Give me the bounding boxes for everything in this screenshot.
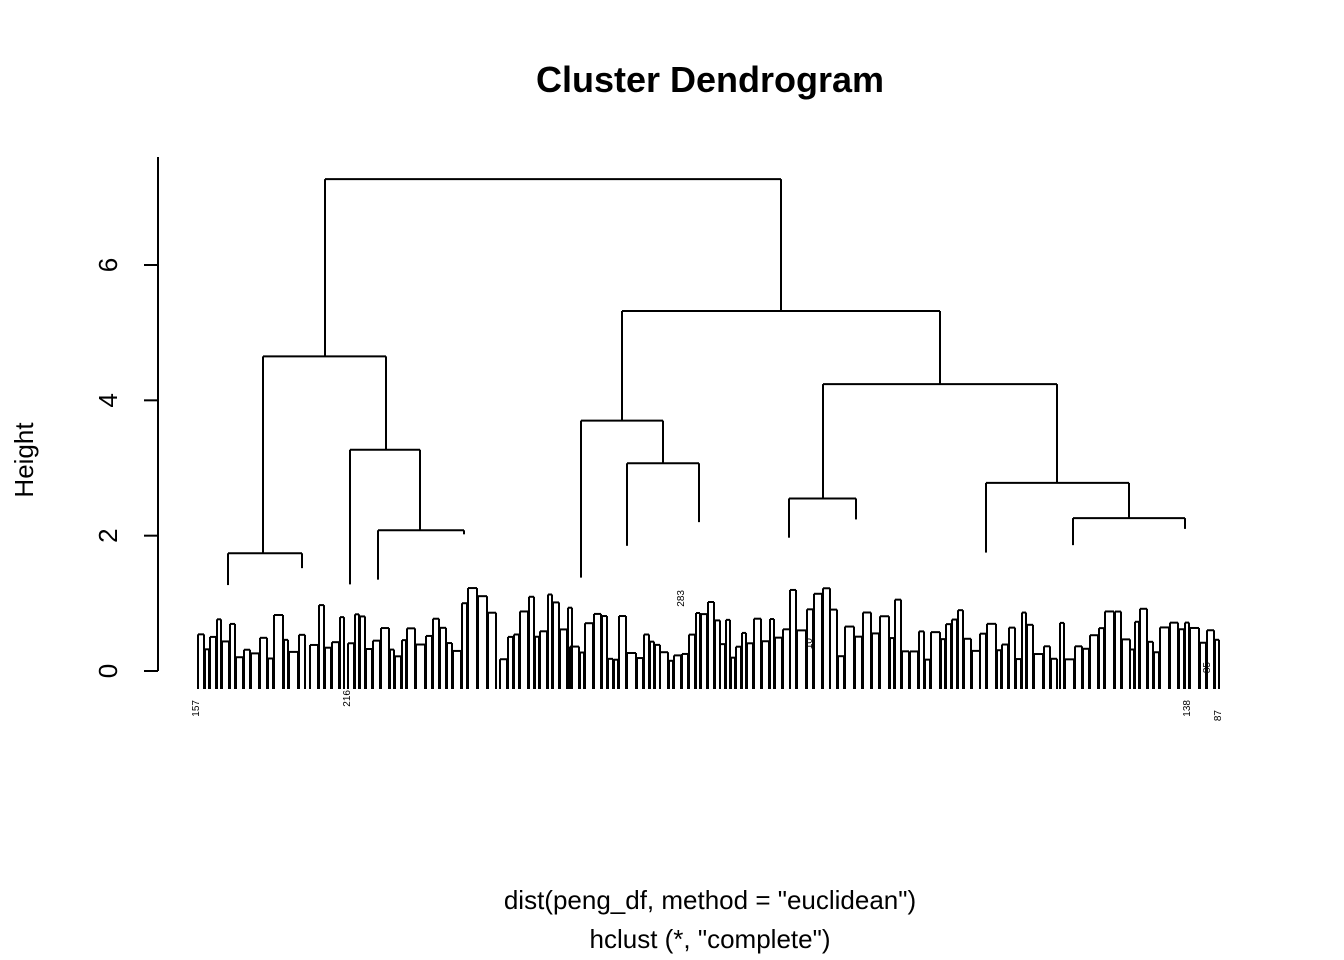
y-tick-label: 2 [93, 528, 123, 542]
leaf-label: 138 [1182, 700, 1193, 717]
y-axis-ticks: 0 2 4 6 [93, 258, 158, 678]
y-tick-label: 6 [93, 258, 123, 272]
x-axis-label: dist(peng_df, method = "euclidean") [504, 885, 916, 915]
leaf-labels: 157 283 216 10 85 138 87 [191, 590, 1224, 722]
dendrogram-tree [227, 178, 1186, 586]
y-tick-label: 0 [93, 664, 123, 678]
method-sublabel: hclust (*, "complete") [590, 924, 831, 954]
y-tick-label: 4 [93, 393, 123, 407]
chart-title: Cluster Dendrogram [536, 59, 884, 100]
leaf-label: 157 [191, 700, 202, 717]
dendrogram-leaves [197, 587, 1220, 689]
leaf-label: 10 [804, 638, 815, 650]
leaf-label: 216 [342, 690, 353, 707]
leaf-label: 283 [676, 590, 687, 607]
leaf-label: 85 [1202, 662, 1213, 674]
leaf-label: 87 [1213, 710, 1224, 722]
y-axis-label: Height [9, 422, 39, 498]
